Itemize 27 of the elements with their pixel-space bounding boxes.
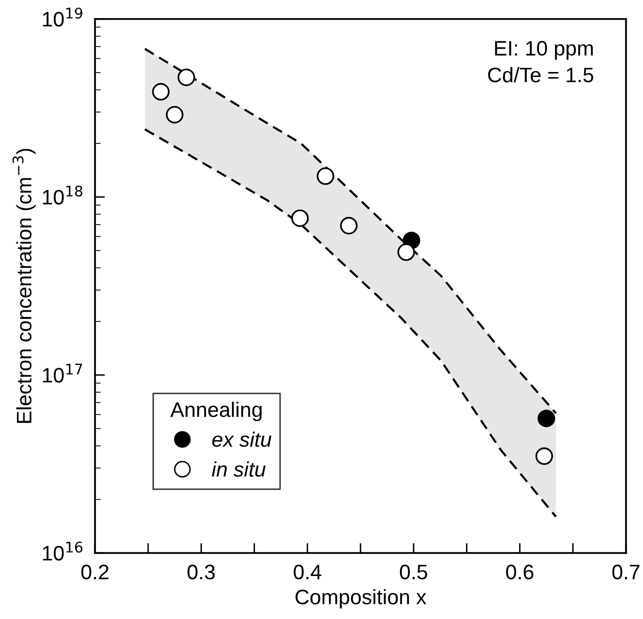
y-tick-label: 10$^{16}$ [42,542,82,561]
legend-label: in situ [212,461,266,477]
point [538,410,556,428]
y-axis-title: Electron concentration (cm$^{−3}$) [12,148,36,423]
line-series [144,128,557,518]
x-tick-label: 0.5 [400,564,428,580]
x-tick-label: 0.7 [612,564,640,580]
point [535,447,553,465]
legend-label: ex situ [212,432,272,447]
x-axis-title: Composition x [296,589,426,609]
y-tick-label: 10$^{17}$ [42,364,82,383]
point [291,209,309,227]
point [397,243,415,261]
annotation: Cd/Te = 1.5 [488,67,594,82]
point [178,68,196,86]
point [152,83,170,101]
legend-title: Annealing [170,402,262,422]
x-tick-label: 0.2 [81,564,108,580]
y-tick-label: 10$^{19}$ [42,8,82,27]
annotation: EI: 10 ppm [495,40,593,60]
point [316,167,334,185]
x-tick-label: 0.4 [294,564,322,580]
x-tick-label: 0.3 [188,564,215,580]
point [340,216,358,234]
y-tick-label: 10$^{18}$ [42,186,82,205]
point [166,106,184,124]
x-tick-label: 0.6 [506,564,534,580]
